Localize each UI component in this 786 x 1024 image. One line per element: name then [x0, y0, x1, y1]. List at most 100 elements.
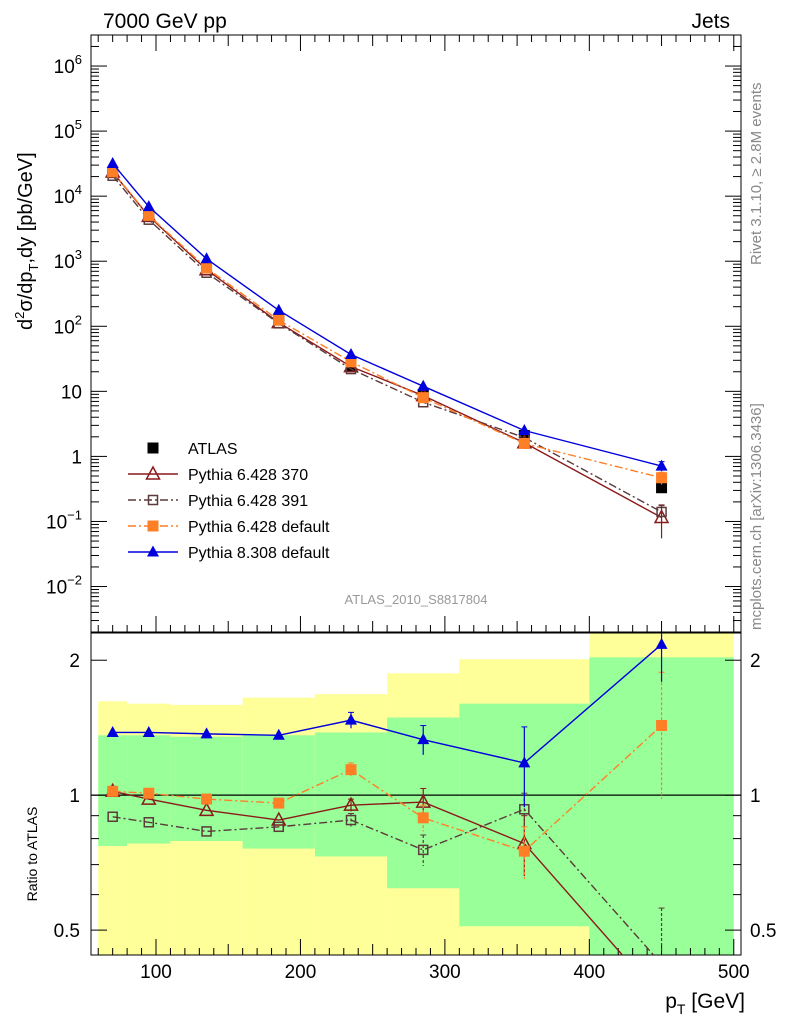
data-point	[655, 459, 668, 471]
data-point	[200, 252, 213, 264]
series-pythia-6-428-default	[107, 166, 668, 485]
y-tick-label: 102	[54, 312, 82, 338]
header-left-label: 7000 GeV pp	[103, 10, 227, 33]
data-point	[106, 156, 119, 168]
y-tick-label: 106	[54, 52, 82, 78]
series-line	[112, 175, 662, 513]
upper-plot-series	[104, 156, 670, 539]
band-inner-2	[170, 736, 243, 842]
series-line	[112, 790, 624, 955]
series-line	[112, 171, 662, 519]
rivet-version-label: Rivet 3.1.10, ≥ 2.8M events	[748, 83, 765, 266]
data-point	[655, 637, 668, 649]
data-point	[271, 811, 287, 826]
data-point	[345, 348, 357, 360]
data-point	[142, 200, 155, 212]
legend-item: Pythia 8.308 default	[128, 545, 330, 562]
data-point	[518, 424, 531, 436]
legend-marker	[147, 442, 159, 454]
data-point	[106, 725, 119, 737]
y-tick-label: 10	[61, 382, 82, 403]
data-point	[343, 796, 359, 811]
x-tick-label: 400	[573, 962, 605, 983]
series-pythia-8-308-default	[106, 633, 668, 808]
data-point	[656, 720, 668, 732]
series-pythia-8-308-default	[106, 156, 668, 472]
x-tick-label: 100	[140, 962, 172, 983]
mcplots-label: mcplots.cern.ch [arXiv:1306.3436]	[748, 403, 765, 630]
data-point	[518, 756, 531, 768]
ratio-y-tick-label: 0.5	[54, 921, 80, 942]
data-point	[272, 303, 285, 315]
data-point	[345, 814, 357, 826]
x-tick-label: 500	[718, 962, 750, 983]
legend-label: ATLAS	[188, 441, 238, 458]
data-point	[201, 793, 213, 805]
ratio-y-tick-label: 1	[69, 786, 80, 807]
data-point	[656, 472, 668, 484]
legend-label: Pythia 6.428 370	[188, 467, 308, 484]
data-point	[417, 379, 430, 391]
legend-item: ATLAS	[147, 441, 238, 458]
analysis-id-label: ATLAS_2010_S8817804	[345, 592, 488, 607]
series-line	[112, 725, 663, 852]
x-axis-label: pT [GeV]	[665, 990, 745, 1017]
legend-item: Pythia 6.428 391	[128, 493, 308, 510]
y-tick-label: 104	[54, 182, 82, 208]
data-point	[201, 826, 212, 837]
data-point	[143, 817, 155, 828]
legend-marker	[145, 465, 161, 480]
data-point	[518, 845, 530, 857]
y-tick-label: 1	[71, 447, 82, 468]
legend-label: Pythia 6.428 391	[188, 493, 308, 510]
series-pythia-6-428-default	[107, 671, 668, 880]
ratio-y-axis-label: Ratio to ATLAS	[24, 807, 40, 902]
data-point	[417, 392, 429, 404]
data-point	[273, 797, 285, 809]
series-line	[112, 808, 655, 955]
data-point	[273, 314, 285, 326]
band-inner-7	[589, 657, 734, 955]
legend-marker	[147, 494, 159, 506]
legend: ATLAS Pythia 6.428 370 Pythia 6.428 391 Pyt…	[128, 441, 330, 562]
data-point	[143, 209, 155, 221]
data-point	[200, 727, 213, 739]
upper-y-axis-label: d2σ/dpT,dy [pb/GeV]	[12, 152, 41, 330]
series-line	[112, 163, 662, 467]
data-point	[107, 785, 119, 797]
ratio-y-tick-label-right: 2	[750, 651, 761, 672]
series-line	[112, 643, 663, 764]
y-tick-label: 10−1	[46, 507, 82, 533]
header-right-label: Jets	[691, 10, 730, 33]
data-point	[107, 811, 118, 823]
legend-label: Pythia 8.308 default	[188, 545, 330, 562]
data-point	[107, 166, 119, 178]
band-inner-4	[314, 732, 388, 857]
x-tick-label: 300	[429, 962, 461, 983]
legend-item: Pythia 6.428 370	[128, 465, 308, 484]
data-point	[345, 764, 357, 776]
x-tick-label: 200	[285, 962, 317, 983]
data-point	[417, 844, 429, 856]
legend-marker	[147, 520, 159, 532]
legend-item: Pythia 6.428 default	[128, 519, 330, 536]
data-point	[143, 787, 155, 799]
series-pythia-6-428-391	[107, 792, 665, 955]
ratio-y-tick-label-right: 1	[750, 786, 761, 807]
ratio-y-tick-label: 2	[69, 651, 80, 672]
data-point	[345, 713, 357, 725]
ratio-y-tick-label-right: 0.5	[750, 921, 776, 942]
data-point	[345, 356, 357, 368]
data-point	[142, 725, 155, 737]
legend-marker	[147, 545, 159, 557]
upper-plot-frame	[90, 34, 742, 633]
ratio-plot-axes: 0.5 0.5 1 1 2 2 100 200 300 400 500	[54, 632, 776, 983]
y-tick-label: 103	[54, 247, 82, 273]
data-point	[518, 437, 530, 449]
series-line	[112, 171, 662, 479]
data-point	[417, 812, 429, 824]
y-tick-label: 10−2	[46, 573, 82, 599]
data-point	[273, 821, 285, 833]
